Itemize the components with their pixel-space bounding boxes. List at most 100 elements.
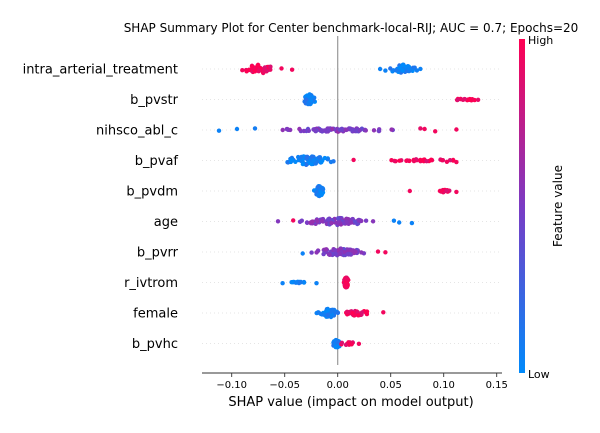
shap-point (300, 161, 306, 167)
shap-point (348, 248, 354, 253)
shap-point (347, 342, 352, 347)
shap-point (305, 101, 311, 107)
shap-point (466, 97, 471, 102)
shap-point (325, 308, 330, 313)
shap-point (371, 128, 377, 133)
shap-point (298, 155, 303, 160)
x-axis-label: SHAP value (impact on model output) (228, 395, 473, 410)
shap-point (406, 66, 411, 71)
shap-point (309, 250, 314, 255)
shap-point (454, 127, 459, 132)
shap-point (344, 219, 349, 225)
shap-point (249, 64, 255, 69)
shap-point (337, 251, 342, 256)
colorbar-low-label: Low (528, 368, 550, 381)
shap-point (348, 220, 354, 225)
shap-point (311, 158, 316, 163)
shap-point (335, 340, 341, 345)
shap-point (428, 157, 434, 163)
shap-point (438, 188, 444, 194)
shap-point (394, 68, 399, 73)
shap-point (322, 155, 327, 161)
shap-point (333, 251, 338, 257)
shap-point (362, 127, 368, 133)
shap-point (309, 161, 314, 167)
shap-point (261, 69, 267, 74)
x-tick-label: −0.10 (216, 380, 247, 391)
shap-point (240, 68, 245, 73)
shap-point (329, 220, 334, 226)
shap-point (383, 250, 388, 255)
x-tick-label: 0.05 (380, 380, 402, 391)
feature-label: age (154, 215, 178, 230)
shap-point (444, 159, 450, 164)
colorbar-high-label: High (528, 34, 553, 47)
shap-point (357, 128, 362, 133)
shap-point (359, 310, 365, 315)
shap-point (455, 97, 460, 103)
shap-point (289, 67, 295, 72)
shap-point (392, 158, 397, 164)
x-tick-label: 0.15 (486, 380, 508, 391)
shap-point (279, 66, 284, 71)
shap-point (422, 126, 427, 132)
shap-point (439, 158, 445, 163)
shap-point (339, 340, 345, 345)
shap-point (377, 66, 383, 72)
shap-point (321, 251, 326, 257)
feature-label: r_ivtrom (124, 276, 178, 291)
shap-point (444, 188, 449, 193)
shap-point (344, 276, 349, 282)
shap-point (358, 218, 363, 224)
shap-point (288, 127, 293, 133)
shap-point (375, 249, 381, 254)
shap-point (244, 69, 249, 74)
shap-point (454, 159, 459, 165)
x-tick-label: 0.00 (327, 380, 349, 391)
shap-point (418, 66, 423, 72)
shap-point (304, 162, 309, 167)
shap-point (319, 186, 324, 191)
shap-point (315, 192, 321, 198)
shap-point (291, 218, 296, 223)
shap-point (280, 281, 285, 286)
shap-point (325, 312, 330, 318)
shap-point (376, 128, 381, 134)
shap-point (216, 128, 222, 133)
feature-label: b_pvdm (126, 185, 178, 200)
shap-point (460, 97, 466, 103)
shap-point (356, 341, 362, 346)
shap-point (351, 157, 356, 163)
shap-point (381, 310, 386, 315)
shap-point (400, 68, 405, 73)
shap-point (475, 97, 481, 103)
shap-point (383, 68, 388, 73)
shap-point (322, 312, 327, 317)
shap-point (319, 128, 324, 133)
shap-point (409, 220, 415, 226)
shap-point (333, 344, 338, 350)
feature-label: b_pvstr (130, 93, 179, 108)
shap-point (332, 248, 338, 253)
shap-point (309, 98, 314, 103)
shap-point (356, 313, 361, 318)
feature-label: b_pvrr (137, 246, 179, 261)
shap-point (411, 158, 417, 164)
shap-point (326, 217, 331, 222)
shap-point (316, 310, 321, 315)
shap-point (328, 159, 334, 165)
feature-label: b_pvaf (135, 154, 179, 169)
shap-point (252, 126, 258, 131)
shap-point (339, 127, 344, 132)
shap-point (314, 250, 319, 255)
shap-point (300, 251, 305, 256)
shap-point (299, 218, 304, 223)
colorbar-label: Feature value (551, 165, 565, 247)
shap-point (268, 64, 273, 69)
shap-point (336, 216, 341, 221)
shap-point (310, 219, 315, 224)
shap-point (352, 219, 357, 224)
shap-point (304, 97, 309, 102)
shap-point (363, 218, 369, 223)
